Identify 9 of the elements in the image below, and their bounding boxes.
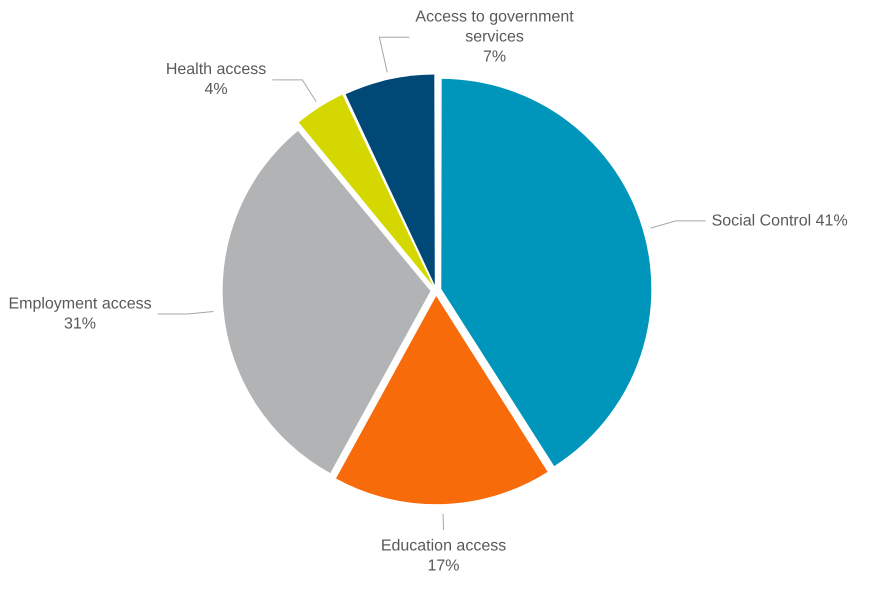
slice-label: Employment access (8, 295, 152, 312)
data-label: 31% (64, 315, 96, 332)
data-label: 17% (428, 557, 460, 574)
data-label: 7% (482, 48, 506, 66)
slice-label: Education access (380, 537, 506, 554)
slice-label: Access to government services (415, 8, 574, 46)
slice-label: Social Control 41% (712, 212, 848, 230)
data-label: 4% (204, 81, 228, 98)
slice-label: Health access (166, 61, 266, 78)
